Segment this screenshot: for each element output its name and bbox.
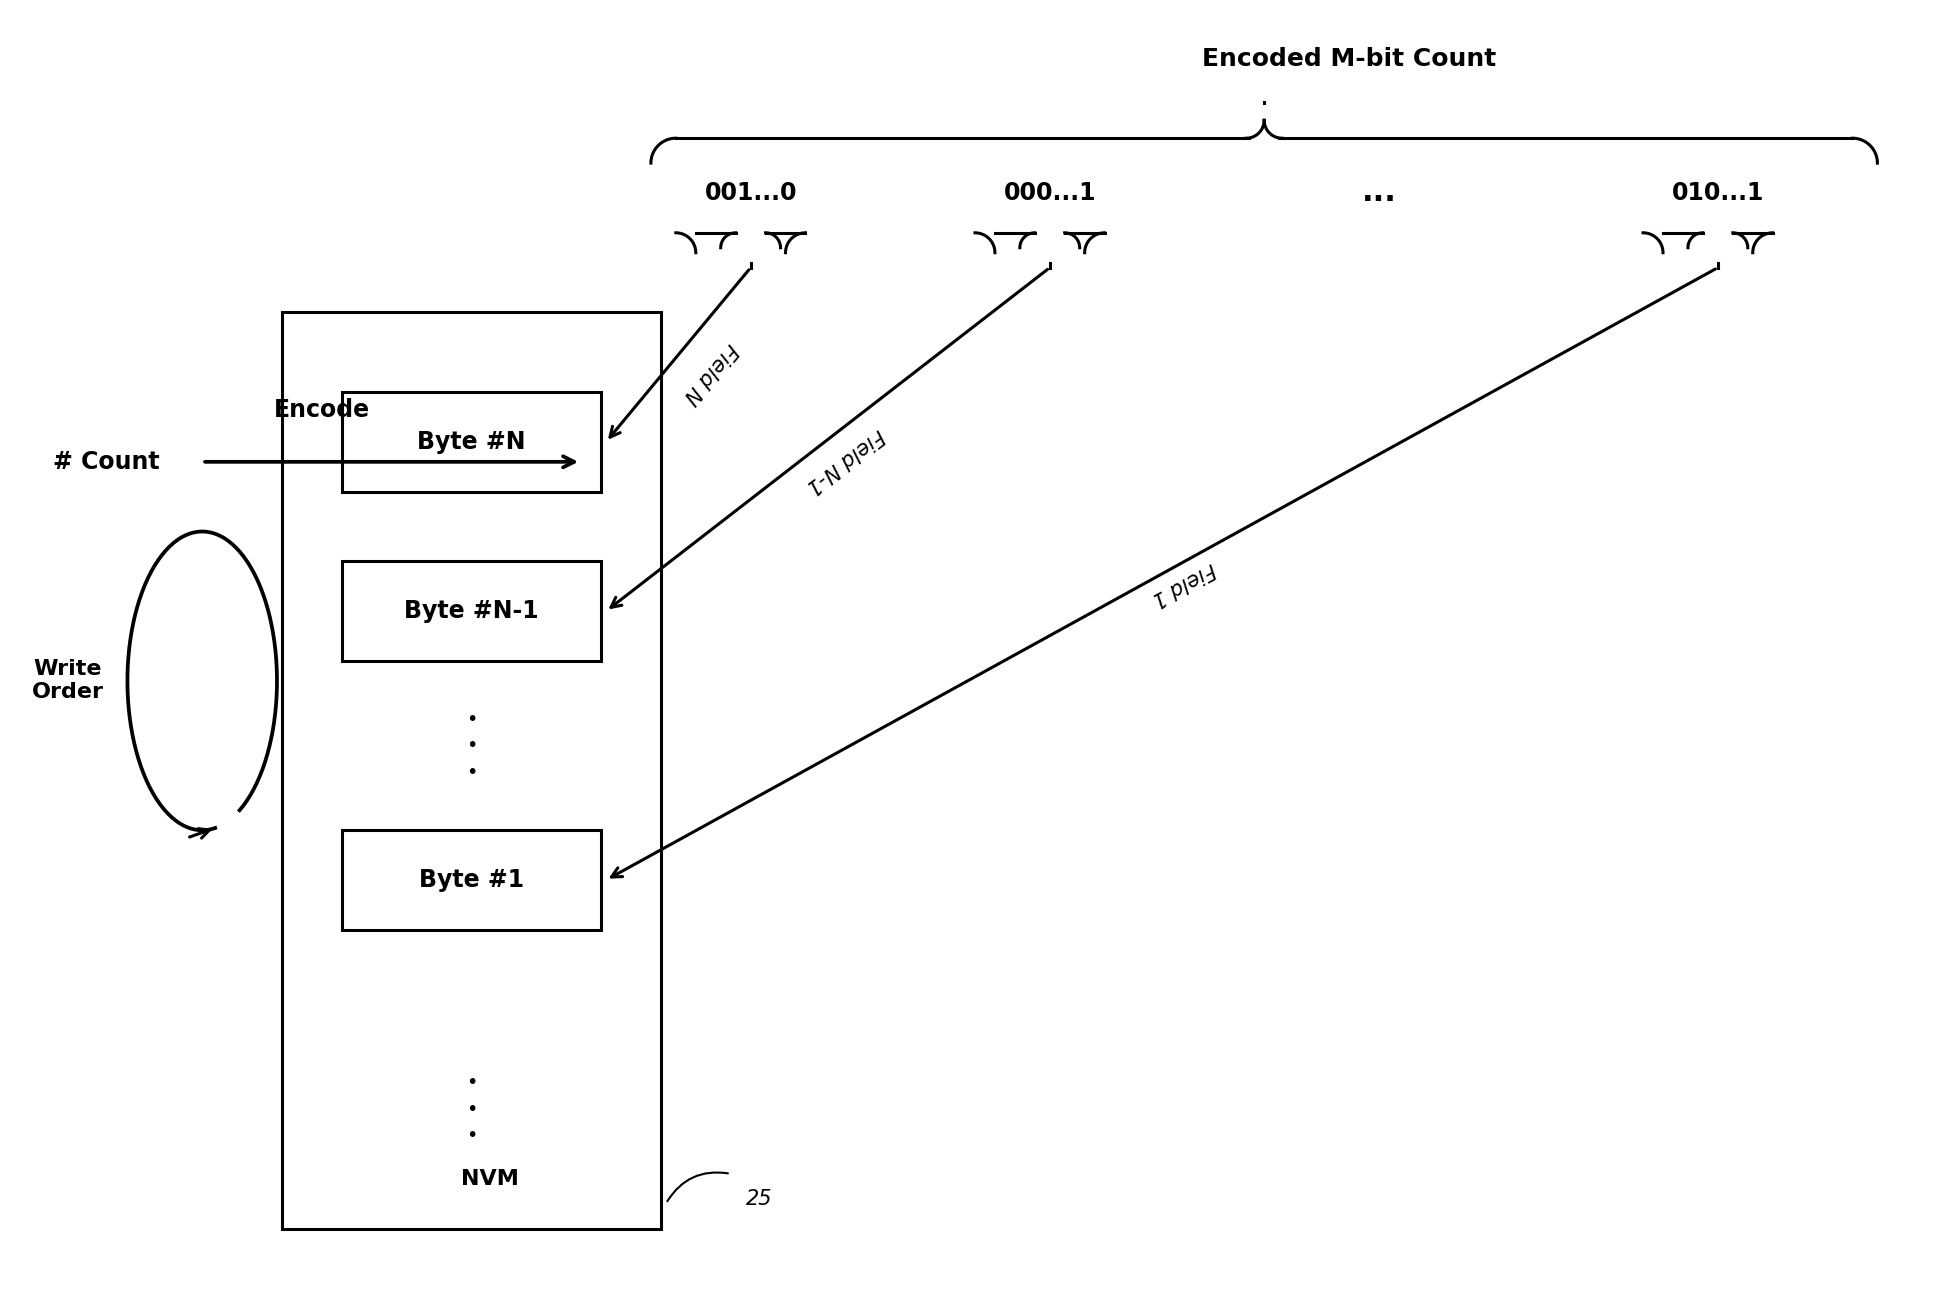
Text: NVM: NVM bbox=[461, 1168, 519, 1189]
Text: Field 1: Field 1 bbox=[1149, 558, 1219, 610]
Text: Field N-1: Field N-1 bbox=[802, 425, 888, 497]
Text: 000...1: 000...1 bbox=[1004, 181, 1097, 205]
Text: Byte #N-1: Byte #N-1 bbox=[405, 599, 539, 623]
Text: 25: 25 bbox=[746, 1189, 771, 1209]
Text: 010...1: 010...1 bbox=[1672, 181, 1764, 205]
Text: Field N: Field N bbox=[678, 340, 740, 408]
Text: Byte #1: Byte #1 bbox=[419, 868, 523, 891]
Text: Write
Order: Write Order bbox=[31, 659, 103, 703]
Bar bbox=[341, 392, 601, 492]
Bar bbox=[341, 830, 601, 929]
Text: •
•
•: • • • bbox=[465, 709, 477, 781]
Text: Byte #N: Byte #N bbox=[417, 430, 525, 454]
Bar bbox=[281, 312, 661, 1228]
Text: 001...0: 001...0 bbox=[703, 181, 797, 205]
Text: Encoded M-bit Count: Encoded M-bit Count bbox=[1202, 46, 1496, 71]
Bar bbox=[341, 561, 601, 661]
Text: ...: ... bbox=[1360, 178, 1395, 207]
Text: # Count: # Count bbox=[52, 450, 159, 473]
Text: Encode: Encode bbox=[273, 399, 370, 422]
Text: •
•
•: • • • bbox=[465, 1074, 477, 1145]
